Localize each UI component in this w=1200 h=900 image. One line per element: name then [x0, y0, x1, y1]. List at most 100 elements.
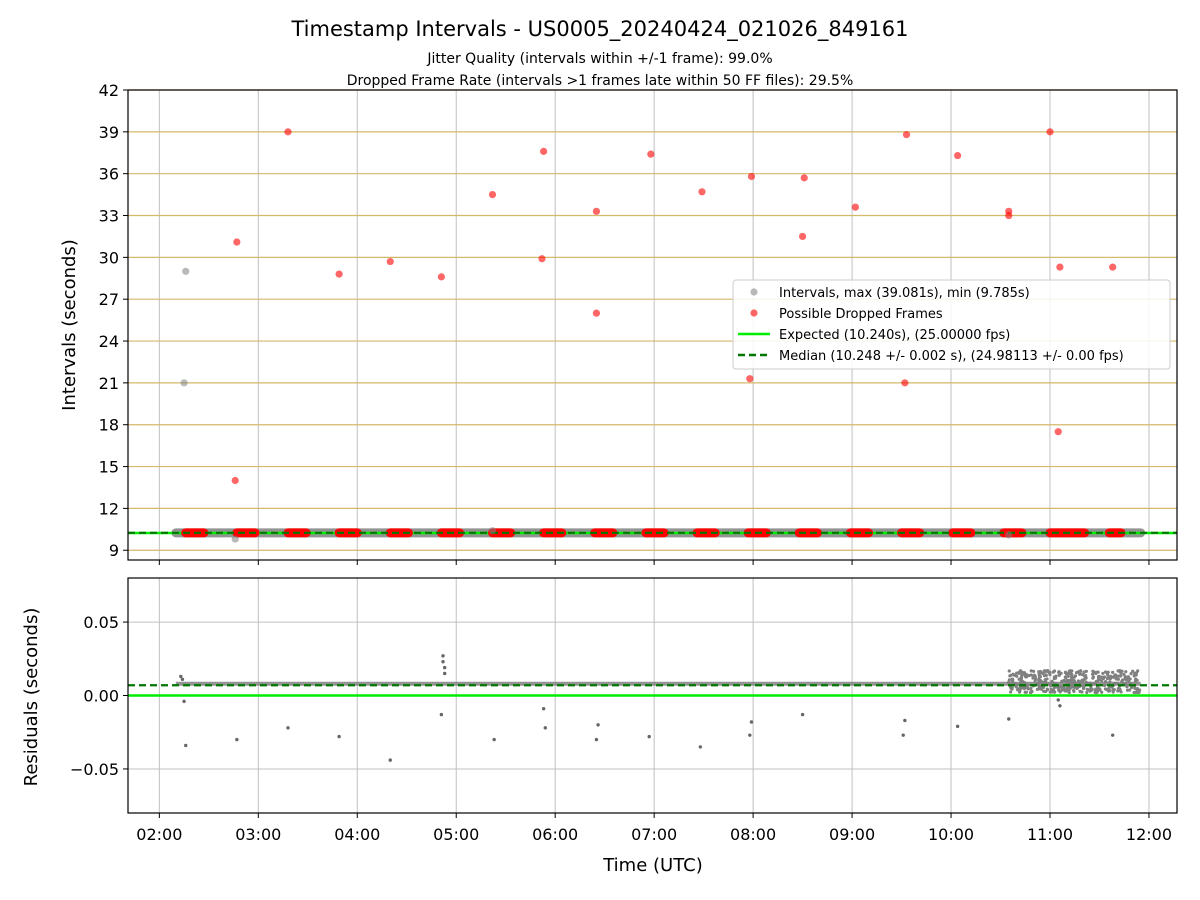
x-tick-label: 09:00	[829, 825, 875, 844]
dropped-frame-point	[1109, 263, 1117, 271]
residual-point	[1134, 690, 1138, 694]
residual-point	[1100, 690, 1104, 694]
dropped-frame-point	[540, 147, 548, 155]
interval-point	[231, 535, 239, 543]
residual-point	[1096, 675, 1101, 679]
x-tick-label: 05:00	[433, 825, 479, 844]
residual-point	[1049, 687, 1053, 691]
residual-point	[1096, 670, 1100, 674]
intervals-y-axis-label: Intervals (seconds)	[59, 239, 80, 411]
residual-point	[1124, 670, 1128, 674]
residual-outlier-point	[749, 720, 754, 724]
residual-point	[1093, 682, 1097, 686]
residual-point	[1115, 681, 1120, 685]
chart-subtitle-dropped: Dropped Frame Rate (intervals >1 frames …	[347, 73, 854, 89]
dropped-frame-point	[851, 203, 859, 211]
residual-point	[1038, 685, 1042, 689]
intervals-y-tick-label: 18	[99, 416, 119, 435]
intervals-y-tick-label: 30	[99, 248, 119, 267]
x-tick-label: 02:00	[136, 825, 182, 844]
residuals-y-ticks: −0.05 0.00 0.05	[70, 613, 128, 779]
x-tick-label: 11:00	[1027, 825, 1073, 844]
legend-dropped-marker	[750, 309, 758, 317]
residual-point	[1048, 672, 1052, 677]
residual-point	[1094, 689, 1098, 693]
residual-point	[1052, 669, 1057, 673]
residual-point	[1083, 674, 1087, 678]
x-axis-label: Time (UTC)	[602, 855, 703, 876]
intervals-y-tick-label: 12	[99, 499, 119, 518]
residual-point	[1015, 671, 1019, 675]
residual-point	[1063, 670, 1068, 674]
residual-point	[1034, 677, 1038, 681]
dropped-frame-point	[592, 207, 601, 215]
residual-outlier-point	[903, 718, 907, 723]
intervals-x-ticks	[158, 560, 1150, 565]
residual-point	[1074, 671, 1079, 675]
residual-point	[1048, 684, 1053, 688]
x-tick-label: 06:00	[532, 825, 578, 844]
intervals-panel: 9 12 15 18 21 24 27 30 33 36 39 42 Intervals (secon…	[59, 81, 1178, 565]
residual-outlier-point	[388, 758, 392, 762]
residual-outlier-point	[596, 723, 600, 727]
residual-point	[1070, 672, 1074, 677]
residual-point	[1108, 680, 1112, 684]
dropped-frame-point	[335, 270, 343, 278]
residual-point	[1113, 674, 1117, 678]
dropped-frame-point	[538, 255, 546, 263]
residual-point	[1137, 690, 1141, 694]
residual-outlier-point	[286, 726, 290, 730]
residual-outlier-point	[184, 743, 188, 748]
residual-point	[1071, 688, 1076, 693]
legend: Intervals, max (39.081s), min (9.785s) P…	[732, 279, 1171, 370]
residual-outlier-point	[1058, 704, 1062, 708]
residuals-panel: −0.050.000.05 02:00 03:00 04:00 05:00 06:00 0…	[21, 577, 1178, 876]
intervals-y-tick-label: 33	[99, 207, 119, 226]
residual-point	[1063, 675, 1067, 679]
intervals-y-tick-label: 9	[109, 541, 119, 560]
residual-point	[1048, 670, 1052, 674]
legend-intervals-label: Intervals, max (39.081s), min (9.785s)	[779, 286, 1030, 301]
residual-point	[1057, 670, 1061, 674]
residual-point	[1107, 686, 1111, 690]
residual-point	[1108, 689, 1112, 693]
residual-point	[1053, 690, 1057, 694]
residual-point	[1117, 674, 1121, 678]
residual-point	[1062, 679, 1066, 683]
residual-point	[1103, 670, 1108, 674]
residual-point	[1127, 688, 1132, 692]
residual-point	[1098, 688, 1102, 692]
residual-point	[1104, 680, 1108, 684]
residual-outlier-point	[541, 707, 546, 711]
residual-point	[1091, 675, 1096, 679]
residual-point	[1022, 687, 1026, 691]
dropped-frame-point	[746, 375, 754, 383]
residual-point	[1067, 690, 1071, 695]
residual-point	[1070, 669, 1074, 673]
residual-point	[1134, 677, 1138, 681]
residual-point	[1065, 678, 1069, 683]
residual-point	[1059, 684, 1063, 689]
residual-outlier-point	[492, 737, 496, 742]
dropped-frame-point	[231, 476, 239, 485]
residual-point	[1025, 674, 1029, 678]
dropped-frame-point	[647, 150, 655, 158]
residual-outlier-point	[748, 733, 752, 737]
x-tick-label: 10:00	[928, 825, 974, 844]
residual-point	[1043, 680, 1047, 684]
dropped-frame-point	[1054, 428, 1062, 436]
interval-point	[180, 379, 188, 387]
residual-point	[1029, 690, 1033, 695]
residual-point	[1010, 677, 1015, 681]
residual-point	[1120, 679, 1124, 684]
x-tick-label: 08:00	[730, 825, 776, 844]
residual-point	[1032, 669, 1036, 673]
residual-point	[1122, 672, 1126, 677]
residual-outlier-point	[1110, 733, 1115, 737]
residual-outlier-point	[1007, 717, 1011, 721]
residual-point	[1111, 670, 1115, 675]
residual-point	[1083, 676, 1087, 681]
residual-point	[1070, 676, 1074, 680]
residual-point	[1133, 686, 1137, 690]
